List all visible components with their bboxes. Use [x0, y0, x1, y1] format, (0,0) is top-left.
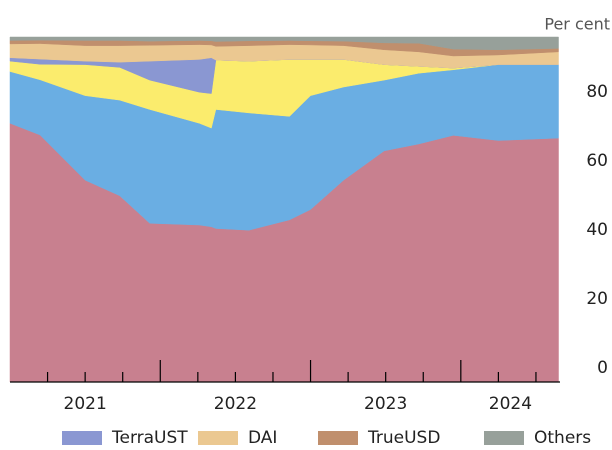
- legend-swatch: [484, 431, 524, 445]
- y-tick-label: 0: [597, 358, 608, 378]
- legend-label: TerraUST: [111, 428, 188, 448]
- legend-label: DAI: [248, 428, 277, 448]
- legend-swatch: [62, 431, 102, 445]
- legend-swatch: [318, 431, 358, 445]
- y-axis-label: Per cent: [544, 15, 610, 34]
- legend-label: Others: [534, 428, 591, 448]
- area: [9, 36, 559, 51]
- y-tick-label: 80: [586, 82, 608, 102]
- y-tick-label: 20: [586, 289, 608, 309]
- x-tick-label: 2021: [64, 394, 107, 414]
- legend-swatch: [198, 431, 238, 445]
- y-tick-label: 60: [586, 151, 608, 171]
- y-tick-label: 40: [586, 220, 608, 240]
- x-tick-label: 2024: [489, 394, 532, 414]
- x-tick-label: 2023: [364, 394, 407, 414]
- legend-label: TrueUSD: [367, 428, 440, 448]
- x-tick-label: 2022: [214, 394, 257, 414]
